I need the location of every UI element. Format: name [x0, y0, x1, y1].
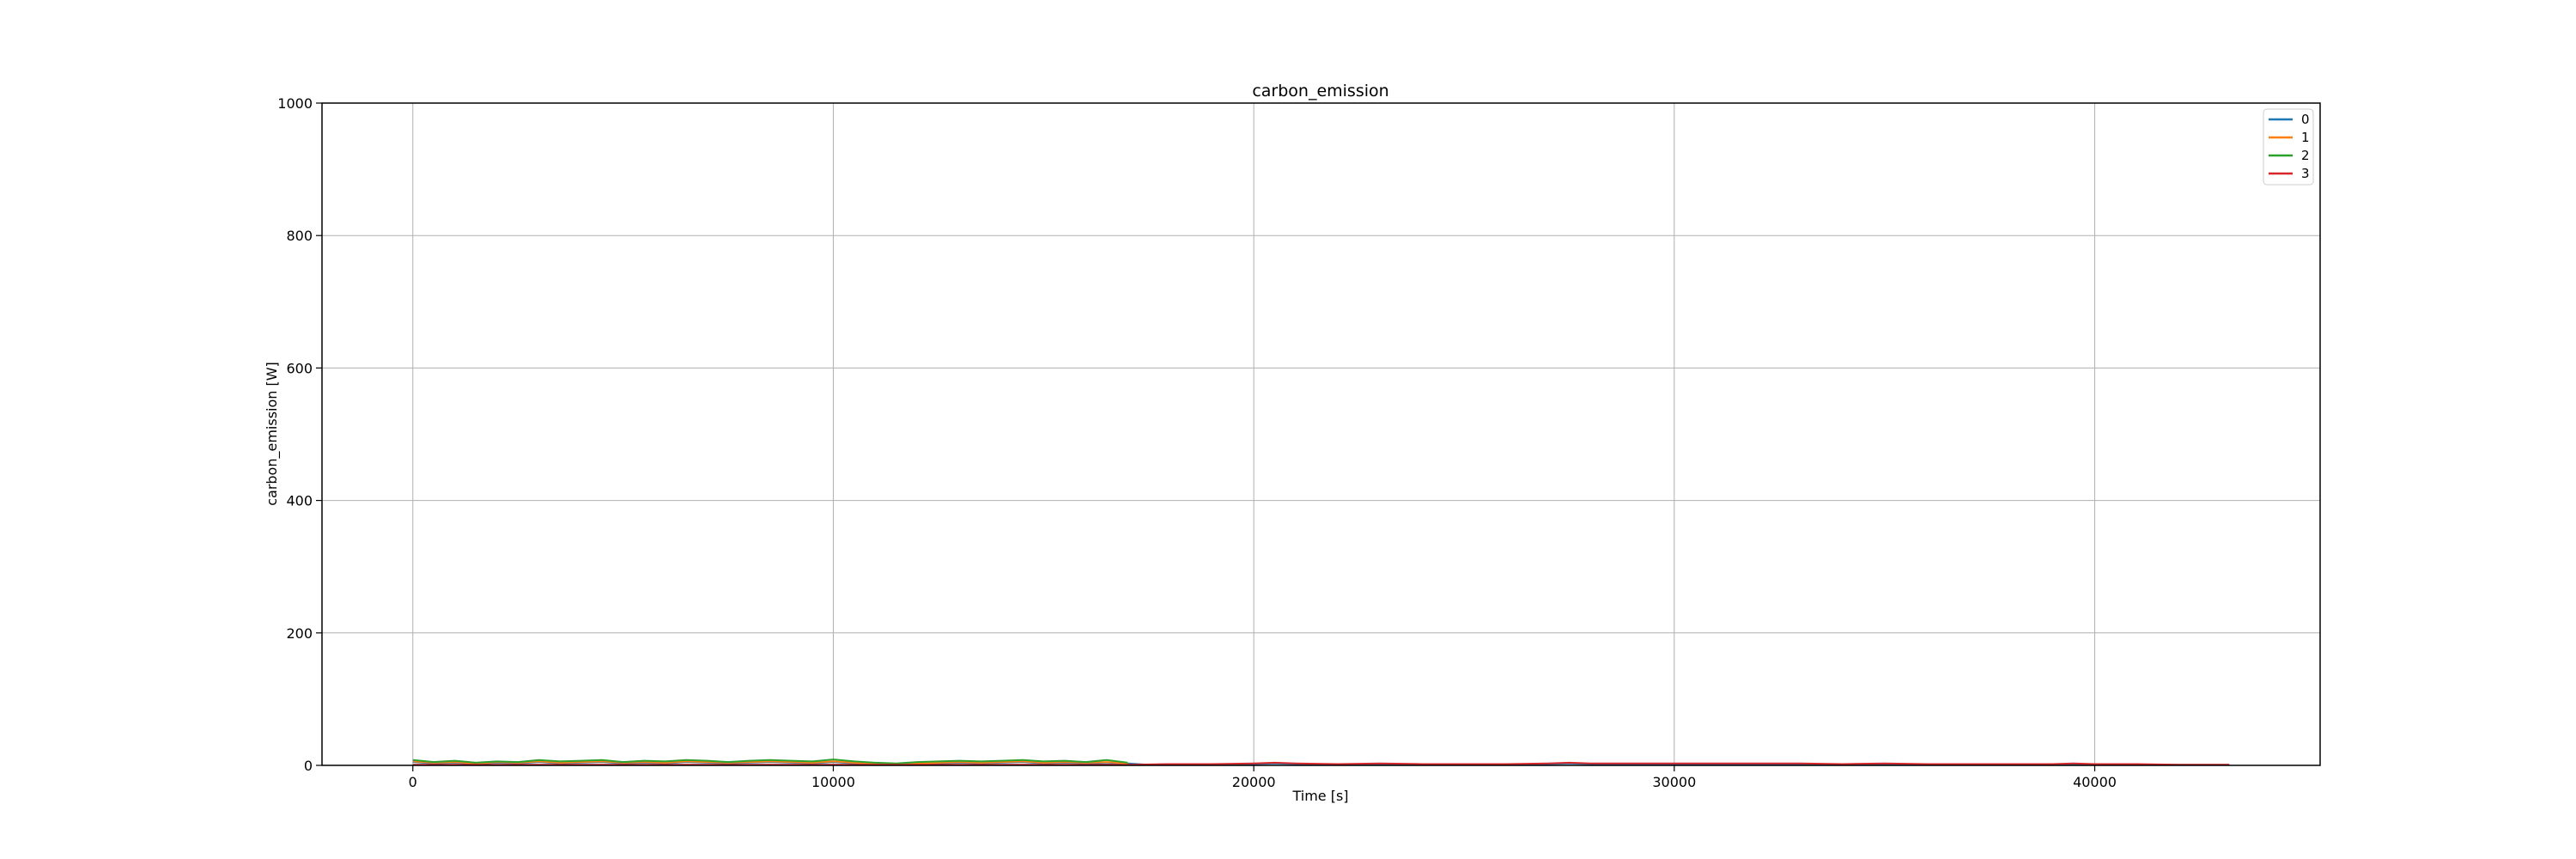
- legend-label-1: 1: [2301, 130, 2310, 145]
- y-tick-label: 400: [286, 493, 313, 509]
- series-line-1: [412, 760, 1128, 765]
- y-tick-label: 0: [304, 758, 313, 774]
- x-axis: 0 10000 20000 30000 40000: [409, 765, 2117, 790]
- axes-frame: [321, 102, 2321, 766]
- x-tick-label: 20000: [1232, 774, 1276, 790]
- legend-box: [2263, 108, 2314, 186]
- plot-area: [321, 102, 2321, 766]
- series-line-3: [412, 761, 2230, 766]
- y-tick-label: 800: [286, 228, 313, 244]
- y-axis: 0 200 400 600 800 1000: [277, 95, 322, 774]
- x-axis-label: Time [s]: [1291, 788, 1348, 804]
- x-tick-label: 40000: [2073, 774, 2117, 790]
- x-tick-label: 10000: [811, 774, 855, 790]
- y-axis-label: carbon_emission [W]: [264, 362, 281, 506]
- legend-label-2: 2: [2301, 148, 2310, 163]
- x-tick-label: 0: [409, 774, 417, 790]
- legend: 0 1 2 3: [2263, 108, 2314, 186]
- y-tick-label: 1000: [277, 95, 313, 112]
- y-tick-label: 600: [286, 360, 313, 376]
- chart-title: carbon_emission: [1252, 82, 1388, 101]
- series-lines: [412, 758, 2230, 766]
- axes-background: [322, 103, 2320, 765]
- legend-label-3: 3: [2301, 166, 2310, 181]
- legend-label-0: 0: [2301, 112, 2310, 127]
- series-line-2: [412, 758, 1128, 765]
- x-tick-label: 30000: [1652, 774, 1696, 790]
- y-tick-label: 200: [286, 625, 313, 642]
